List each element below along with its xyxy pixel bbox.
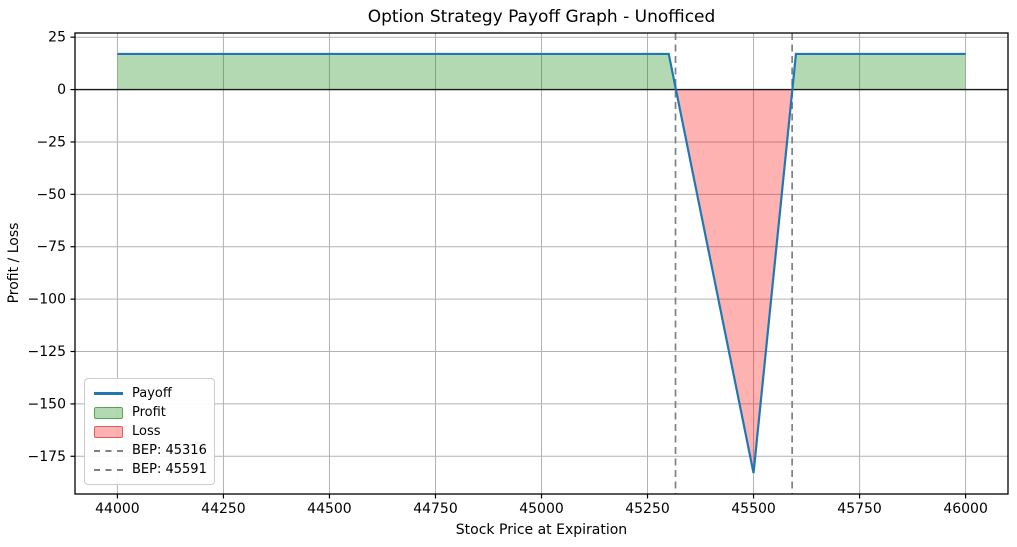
legend-dashed-swatch — [94, 468, 123, 471]
legend-item: Loss — [94, 423, 205, 441]
y-tick-label: −75 — [36, 239, 66, 255]
legend-label: BEP: 45591 — [132, 462, 207, 477]
x-tick-label: 45250 — [625, 501, 670, 517]
legend: Payoff Profit Loss BEP: 45316 BEP: 45591 — [84, 378, 215, 485]
x-tick-label: 44250 — [201, 501, 246, 517]
x-axis-label: Stock Price at Expiration — [455, 522, 628, 538]
x-tick-label: 45500 — [731, 501, 776, 517]
legend-label: Loss — [132, 424, 161, 439]
y-tick-label: 0 — [57, 82, 66, 98]
x-tick-label: 44000 — [95, 501, 140, 517]
y-tick-label: −150 — [28, 396, 66, 412]
x-tick-label: 45000 — [519, 501, 564, 517]
legend-patch-swatch — [94, 406, 123, 419]
legend-item: Profit — [94, 404, 205, 422]
chart-title: Option Strategy Payoff Graph - Unofficed — [367, 7, 716, 27]
legend-item: BEP: 45316 — [94, 442, 207, 460]
y-tick-label: 25 — [48, 30, 66, 46]
legend-label: BEP: 45316 — [132, 443, 207, 458]
legend-line-swatch — [94, 392, 123, 395]
loss-region — [675, 89, 793, 474]
x-tick-label: 44750 — [413, 501, 458, 517]
y-tick-label: −50 — [36, 187, 66, 203]
y-axis-label: Profit / Loss — [6, 222, 22, 304]
profit-region — [792, 53, 966, 90]
profit-region — [117, 53, 676, 90]
y-tick-label: −25 — [36, 134, 66, 150]
x-tick-label: 45750 — [837, 501, 882, 517]
legend-item: BEP: 45591 — [94, 461, 207, 479]
x-tick-label: 44500 — [307, 501, 352, 517]
y-tick-label: −100 — [28, 292, 66, 308]
legend-label: Profit — [132, 405, 166, 420]
legend-patch-swatch — [94, 425, 123, 438]
legend-label: Payoff — [132, 386, 172, 401]
payoff-line — [117, 52, 966, 474]
legend-item: Payoff — [94, 385, 205, 403]
y-tick-label: −175 — [28, 449, 66, 465]
legend-dashed-swatch — [94, 449, 123, 452]
x-tick-label: 46000 — [943, 501, 988, 517]
y-tick-label: −125 — [28, 344, 66, 360]
